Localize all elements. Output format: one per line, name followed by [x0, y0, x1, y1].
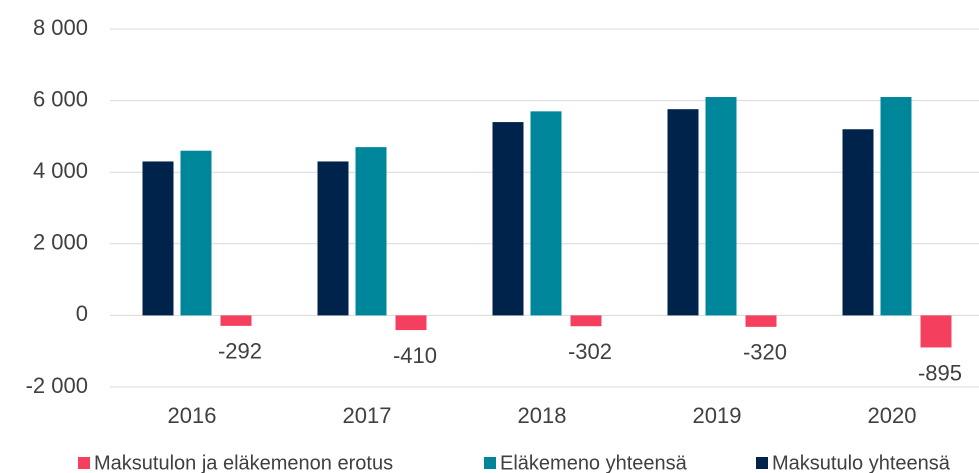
y-tick-label: 0 [76, 301, 88, 326]
legend-text: Maksutulo yhteensä [772, 452, 951, 473]
x-tick-label: 2016 [168, 403, 217, 428]
y-tick-label: 2 000 [33, 230, 88, 255]
bar [530, 111, 562, 316]
x-tick-label: 2017 [343, 403, 392, 428]
bar [142, 161, 174, 316]
data-label: -302 [568, 339, 612, 364]
y-tick-label: -2 000 [26, 373, 88, 398]
legend-swatch [78, 457, 90, 469]
legend-swatch [484, 457, 496, 469]
data-label: -292 [218, 339, 262, 364]
bar [880, 97, 912, 316]
bar [920, 315, 952, 348]
y-tick-label: 6 000 [33, 86, 88, 111]
bar [395, 315, 427, 331]
bar [842, 129, 874, 316]
bar [705, 97, 737, 316]
x-tick-label: 2020 [868, 403, 917, 428]
legend-text: Eläkemeno yhteensä [500, 452, 688, 473]
bar [492, 122, 524, 316]
legend-swatch [756, 457, 768, 469]
data-label: -320 [743, 340, 787, 365]
y-tick-label: 4 000 [33, 158, 88, 183]
bar [220, 315, 252, 326]
x-tick-label: 2018 [518, 403, 567, 428]
bar [745, 315, 777, 327]
data-label: -410 [393, 343, 437, 368]
y-tick-label: 8 000 [33, 15, 88, 40]
bar [570, 315, 602, 327]
bar [317, 161, 349, 316]
x-tick-label: 2019 [693, 403, 742, 428]
legend-text: Maksutulon ja eläkemenon erotus [94, 452, 393, 473]
data-label: -895 [918, 360, 962, 385]
bar [180, 150, 212, 316]
bar [667, 109, 699, 316]
bar [355, 147, 387, 316]
